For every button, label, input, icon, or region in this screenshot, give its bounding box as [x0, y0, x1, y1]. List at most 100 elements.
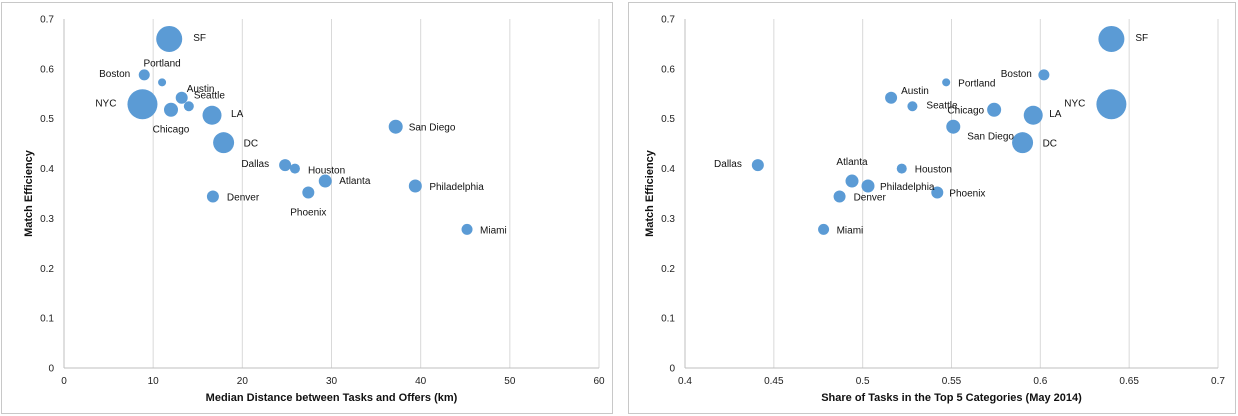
distance-scatter-chart: SF Portland Boston Austin NYC Seattle Chicago L…	[23, 15, 605, 405]
x-axis-title: Share of Tasks in the Top 5 Categories (…	[821, 392, 1082, 404]
point-label-sf: SF	[193, 33, 206, 44]
x-tick-label: 0.45	[764, 376, 784, 387]
bubble-houston	[896, 163, 907, 174]
bubble-denver	[206, 190, 219, 203]
point-label-portland: Portland	[958, 78, 995, 89]
x-tick-label: 0.5	[856, 376, 870, 387]
y-tick-label: 0.4	[661, 164, 675, 175]
x-tick-label: 0.7	[1211, 376, 1225, 387]
bubble-philadelphia	[408, 179, 422, 193]
point-label-la: LA	[231, 109, 244, 120]
y-tick-label: 0.1	[661, 314, 675, 325]
bubble-san-diego	[388, 119, 403, 134]
y-tick-label: 0	[669, 364, 675, 375]
bubble-boston	[1038, 69, 1050, 81]
y-tick-label: 0.6	[661, 64, 675, 75]
point-label-philadelphia: Philadelphia	[429, 182, 484, 193]
y-tick-label: 0.5	[661, 114, 675, 125]
x-tick-label: 10	[148, 376, 160, 387]
point-label-seattle: Seattle	[194, 90, 226, 101]
x-axis-title: Median Distance between Tasks and Offers…	[206, 392, 458, 404]
point-label-dc: DC	[1043, 139, 1057, 150]
bubble-seattle	[907, 101, 918, 112]
y-axis-title: Match Efficiency	[644, 149, 656, 237]
bubble-sf	[1098, 25, 1125, 52]
point-label-phoenix: Phoenix	[290, 208, 326, 219]
point-label-philadelphia: Philadelphia	[880, 182, 935, 193]
point-label-sf: SF	[1135, 33, 1148, 44]
bubble-sf	[156, 25, 183, 52]
point-label-la: LA	[1049, 109, 1062, 120]
bubble-phoenix	[302, 186, 315, 199]
bubble-san-diego	[946, 119, 961, 134]
point-label-dallas: Dallas	[714, 159, 742, 170]
point-label-san-diego: San Diego	[967, 132, 1014, 143]
bubble-portland	[942, 78, 951, 87]
bubble-dallas	[279, 159, 292, 172]
chart-panel-distance: SF Portland Boston Austin NYC Seattle Chicago L…	[1, 2, 613, 414]
tick-labels: 0.4 0.45 0.5 0.55 0.6 0.65 0.7 0 0.1 0.2 0.3 0.4 0.5…	[661, 15, 1225, 388]
bubble-phoenix	[931, 186, 944, 199]
point-label-denver: Denver	[227, 192, 260, 203]
x-tick-label: 0	[61, 376, 67, 387]
bubble-austin	[175, 91, 188, 104]
y-axis-title: Match Efficiency	[23, 149, 35, 237]
bubble-miami	[461, 223, 473, 235]
point-label-denver: Denver	[854, 192, 887, 203]
y-tick-label: 0.2	[40, 264, 54, 275]
bubble-denver	[833, 190, 846, 203]
bubble-dc	[1012, 132, 1034, 154]
x-tick-label: 0.6	[1033, 376, 1047, 387]
point-label-seattle: Seattle	[926, 100, 958, 111]
point-label-miami: Miami	[837, 225, 864, 236]
x-tick-label: 20	[237, 376, 249, 387]
x-tick-label: 50	[504, 376, 516, 387]
y-tick-label: 0	[48, 364, 54, 375]
x-tick-label: 0.65	[1119, 376, 1139, 387]
point-label-houston: Houston	[915, 165, 952, 176]
point-label-austin: Austin	[901, 86, 929, 97]
bubble-chicago	[164, 102, 178, 117]
bubble-seattle	[183, 101, 194, 112]
x-tick-label: 30	[326, 376, 338, 387]
point-label-nyc: NYC	[1064, 98, 1085, 109]
x-tick-label: 0.4	[678, 376, 692, 387]
bubble-portland	[158, 78, 167, 87]
point-label-atlanta: Atlanta	[836, 157, 868, 168]
y-tick-label: 0.6	[40, 64, 54, 75]
bubble-nyc	[127, 89, 158, 120]
y-tick-label: 0.2	[661, 264, 675, 275]
point-label-boston: Boston	[99, 69, 130, 80]
point-label-atlanta: Atlanta	[339, 176, 371, 187]
x-tick-label: 60	[593, 376, 605, 387]
bubbles	[127, 25, 473, 235]
bubble-dallas	[751, 159, 764, 172]
point-label-dc: DC	[244, 139, 258, 150]
y-tick-label: 0.5	[40, 114, 54, 125]
point-label-boston: Boston	[1001, 69, 1032, 80]
point-label-miami: Miami	[480, 225, 507, 236]
bubble-austin	[885, 91, 898, 104]
gridlines	[63, 19, 600, 369]
y-tick-label: 0.3	[40, 214, 54, 225]
bubbles	[751, 25, 1127, 235]
y-tick-label: 0.1	[40, 314, 54, 325]
point-label-phoenix: Phoenix	[949, 189, 985, 200]
point-label-chicago: Chicago	[947, 106, 984, 117]
point-label-chicago: Chicago	[153, 125, 190, 136]
tick-labels: 0 10 20 30 40 50 60 0 0.1 0.2 0.3 0.4 0.5 0.6 0.7	[40, 15, 605, 388]
bubble-miami	[818, 223, 830, 235]
point-label-dallas: Dallas	[241, 159, 269, 170]
y-tick-label: 0.7	[661, 15, 675, 26]
bubble-la	[1023, 105, 1043, 125]
bubble-atlanta	[845, 174, 859, 188]
bubble-dc	[213, 132, 235, 154]
y-tick-label: 0.7	[40, 15, 54, 26]
bubble-chicago	[987, 102, 1002, 117]
y-tick-label: 0.3	[661, 214, 675, 225]
point-label-houston: Houston	[308, 166, 345, 177]
bubble-boston	[138, 69, 150, 81]
bubble-la	[202, 105, 222, 125]
